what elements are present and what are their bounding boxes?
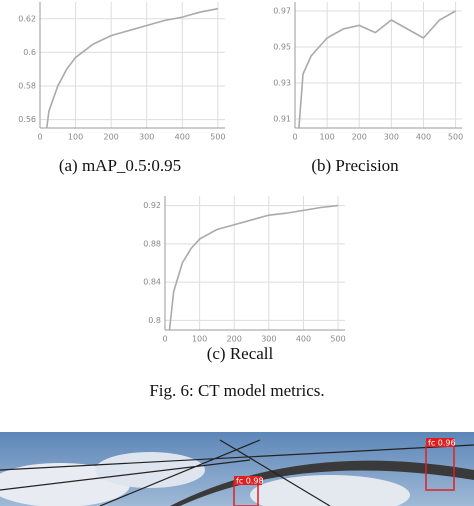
y-tick-label: 0.62 xyxy=(18,14,36,23)
chart: 0.91 0.93 0.95 0.97 0 100 200 300 400 500 (b) Prec… xyxy=(273,2,463,175)
chart-caption: (a) mAP_0.5:0.95 xyxy=(59,156,181,175)
x-tick-label: 300 xyxy=(139,133,154,142)
figure-caption: Fig. 6: CT model metrics. xyxy=(149,381,324,400)
detection-label: fc 0.98 xyxy=(236,477,264,486)
structure xyxy=(170,460,474,506)
x-tick-label: 500 xyxy=(210,133,225,142)
wires xyxy=(0,439,474,506)
detection-tag xyxy=(234,476,262,485)
chart: 0.8 0.84 0.88 0.92 0 100 200 300 400 500 (c) Recal… xyxy=(143,196,346,363)
cloud xyxy=(250,475,410,506)
photo: fc 0.98 fc 0.96 xyxy=(0,432,474,506)
series-line xyxy=(298,10,456,128)
x-tick-label: 0 xyxy=(37,133,42,142)
x-tick-label: 500 xyxy=(448,133,463,142)
x-tick-label: 200 xyxy=(104,133,119,142)
y-tick-label: 0.95 xyxy=(273,43,291,52)
y-tick-label: 0.84 xyxy=(143,278,161,287)
series-line xyxy=(168,204,339,330)
x-tick-label: 0 xyxy=(292,133,297,142)
chart-caption: (c) Recall xyxy=(207,344,274,363)
x-tick-label: 100 xyxy=(68,133,83,142)
y-tick-label: 0.91 xyxy=(273,115,291,124)
y-tick-label: 0.97 xyxy=(273,7,291,16)
y-tick-label: 0.56 xyxy=(18,115,36,124)
y-tick-label: 0.93 xyxy=(273,79,291,88)
y-tick-label: 0.6 xyxy=(23,48,36,57)
x-tick-label: 400 xyxy=(416,133,431,142)
chart: 0.56 0.58 0.6 0.62 0 100 200 300 400 500 (a) mAP_0… xyxy=(18,2,226,175)
detection-tag xyxy=(426,438,454,447)
x-tick-label: 200 xyxy=(227,335,242,344)
detection-label: fc 0.96 xyxy=(428,439,456,448)
series-line xyxy=(45,7,219,128)
x-tick-label: 0 xyxy=(162,335,167,344)
chart-caption: (b) Precision xyxy=(311,156,399,175)
x-tick-label: 400 xyxy=(296,335,311,344)
x-tick-label: 400 xyxy=(175,133,190,142)
y-tick-label: 0.92 xyxy=(143,201,161,210)
x-tick-label: 300 xyxy=(261,335,276,344)
x-tick-label: 100 xyxy=(319,133,334,142)
y-tick-label: 0.8 xyxy=(148,316,161,325)
x-tick-label: 200 xyxy=(352,133,367,142)
x-tick-label: 100 xyxy=(192,335,207,344)
y-tick-label: 0.58 xyxy=(18,82,36,91)
x-tick-label: 300 xyxy=(384,133,399,142)
x-tick-label: 500 xyxy=(330,335,345,344)
y-tick-label: 0.88 xyxy=(143,239,161,248)
